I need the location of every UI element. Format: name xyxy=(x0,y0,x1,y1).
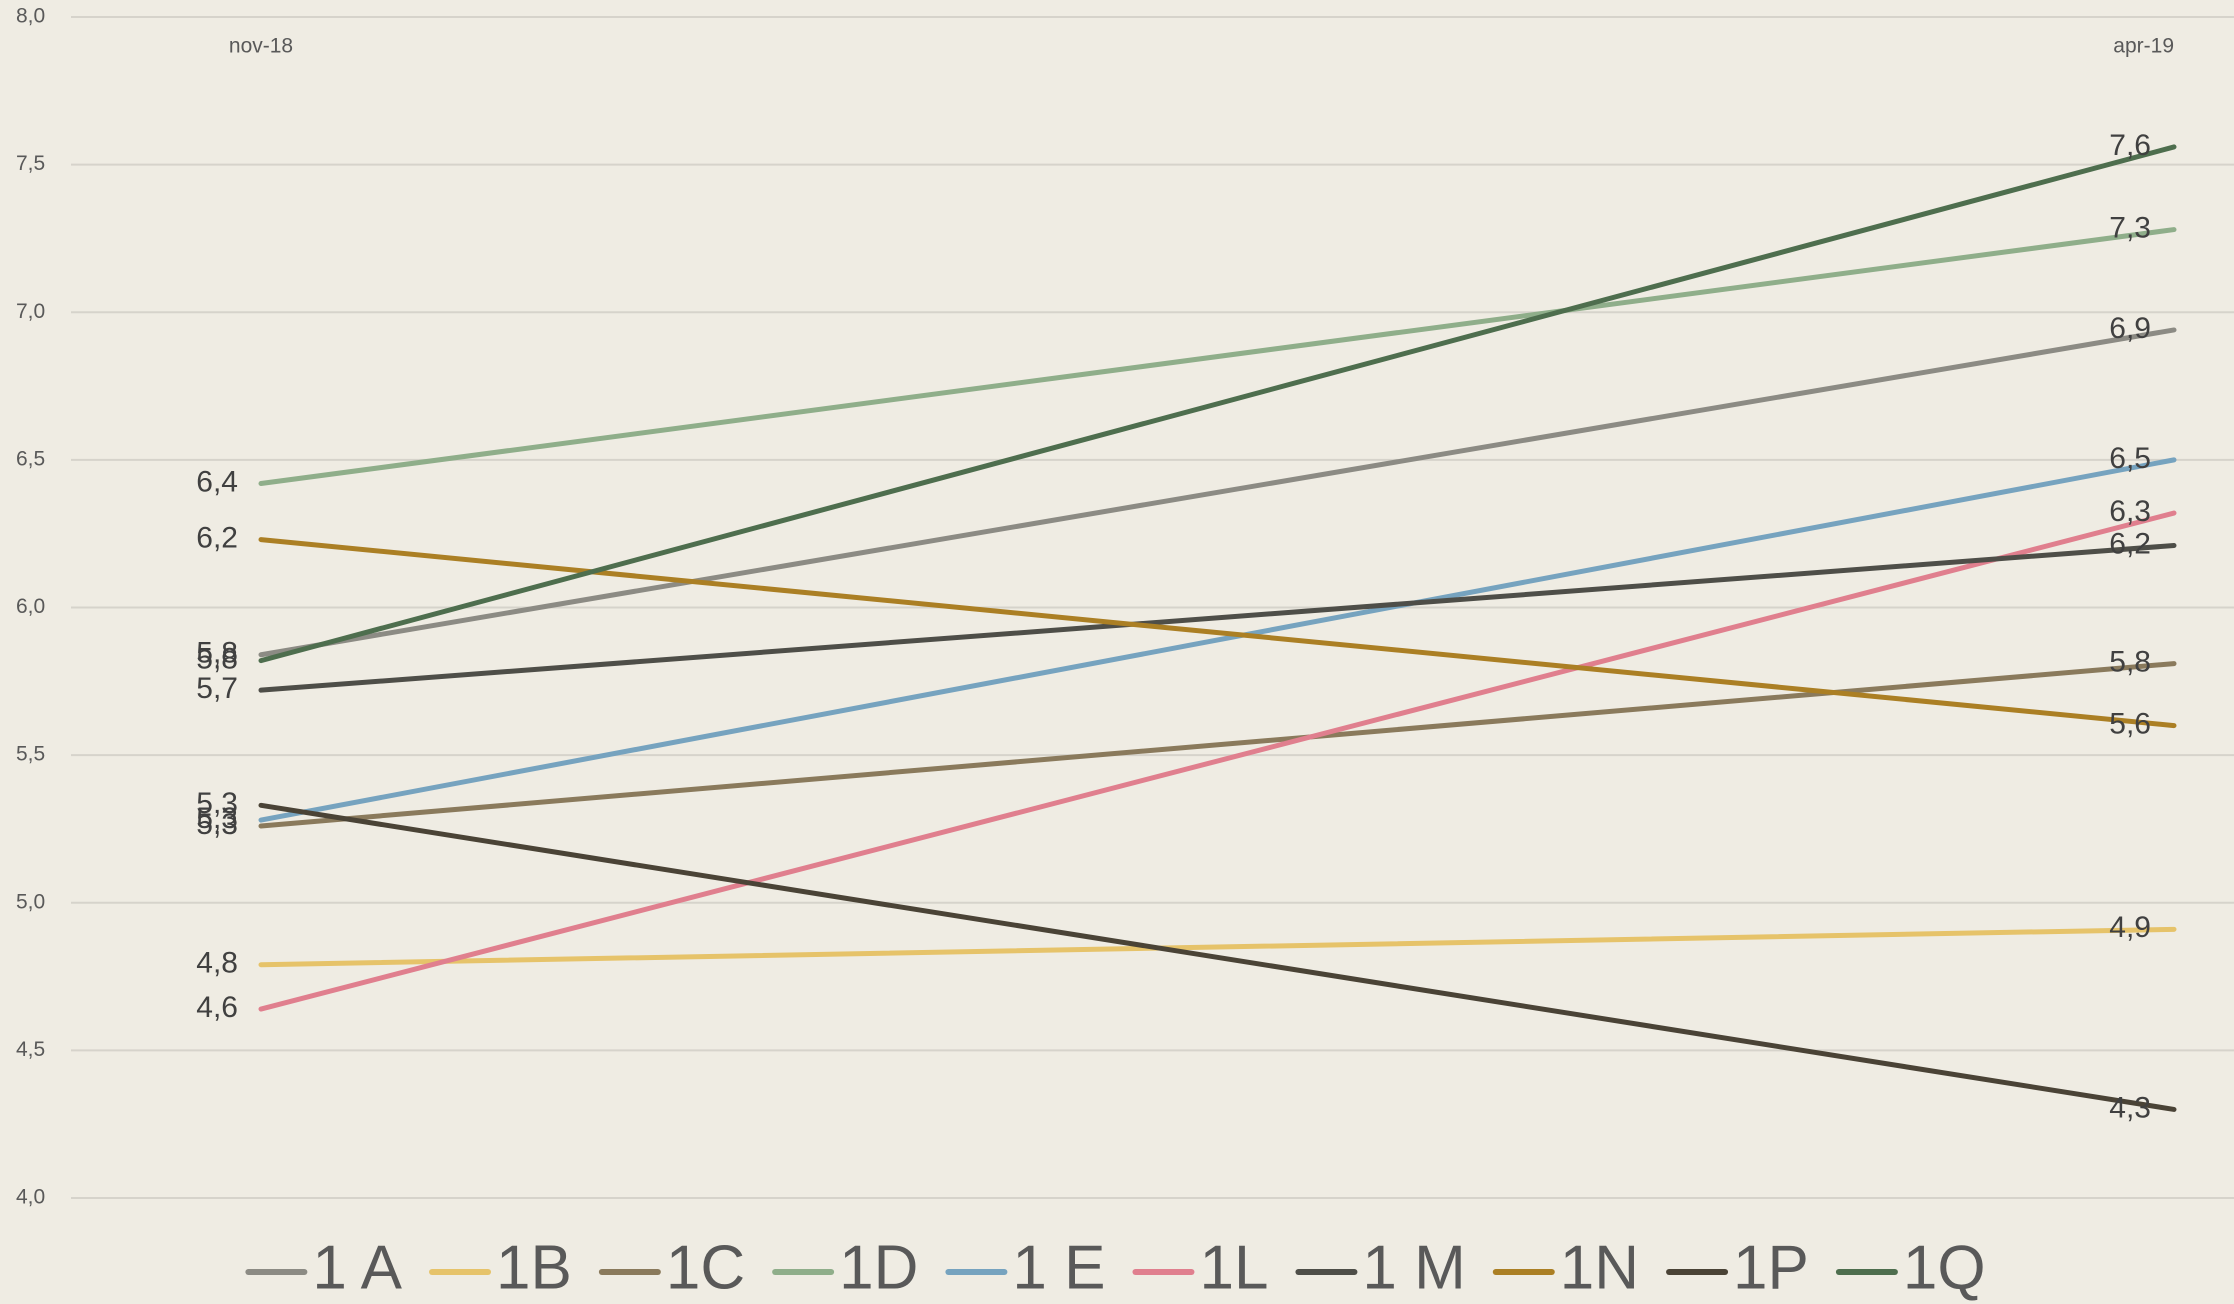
data-label: 7,3 xyxy=(2109,212,2151,245)
y-tick-label: 7,5 xyxy=(16,152,45,175)
x-tick-label: nov-18 xyxy=(229,35,293,58)
series-line xyxy=(258,457,2177,823)
series-line xyxy=(258,542,2177,693)
data-label: 6,2 xyxy=(196,522,238,555)
data-label: 4,8 xyxy=(196,947,238,980)
data-label: 6,5 xyxy=(2109,442,2151,475)
data-label: 4,6 xyxy=(196,991,238,1024)
legend-label: 1 A xyxy=(312,1233,402,1302)
data-label: 5,7 xyxy=(196,672,238,705)
series-line xyxy=(258,144,2177,664)
y-tick-label: 5,0 xyxy=(16,890,45,913)
data-label: 5,8 xyxy=(196,637,238,670)
data-label: 4,3 xyxy=(2109,1091,2151,1124)
y-tick-label: 7,0 xyxy=(16,300,45,323)
data-label: 5,8 xyxy=(196,643,238,676)
data-label: 5,3 xyxy=(196,808,238,841)
y-tick-label: 8,0 xyxy=(16,5,45,28)
legend-label: 1 M xyxy=(1362,1233,1465,1302)
y-tick-label: 6,0 xyxy=(16,595,45,618)
data-label: 5,3 xyxy=(196,802,238,835)
data-label: 5,6 xyxy=(2109,708,2151,741)
data-label: 6,4 xyxy=(196,465,238,498)
series-line xyxy=(258,661,2177,829)
data-label: 6,3 xyxy=(2109,495,2151,528)
y-tick-label: 6,5 xyxy=(16,447,45,470)
legend-label: 1B xyxy=(496,1233,572,1302)
data-label: 6,9 xyxy=(2109,312,2151,345)
legend: 1 A 1B 1C 1D 1 E 1L 1 M 1N 1P 1Q xyxy=(245,1233,1986,1302)
series-line xyxy=(258,802,2177,1112)
legend-label: 1P xyxy=(1733,1233,1809,1302)
legend-label: 1N xyxy=(1560,1233,1639,1302)
data-label: 5,3 xyxy=(196,787,238,820)
series-line xyxy=(258,227,2177,486)
y-tick-label: 4,5 xyxy=(16,1038,45,1061)
series-line xyxy=(258,537,2177,729)
series-line xyxy=(258,327,2177,658)
legend-label: 1L xyxy=(1199,1233,1268,1302)
legend-label: 1C xyxy=(666,1233,745,1302)
y-tick-label: 5,5 xyxy=(16,743,45,766)
legend-label: 1 E xyxy=(1012,1233,1105,1302)
series-line xyxy=(258,510,2177,1012)
x-tick-label: apr-19 xyxy=(2113,35,2174,58)
data-label: 4,9 xyxy=(2109,911,2151,944)
legend-label: 1D xyxy=(839,1233,918,1302)
series-line xyxy=(258,926,2177,968)
data-label: 5,8 xyxy=(2109,646,2151,679)
y-tick-label: 4,0 xyxy=(16,1186,45,1209)
data-label: 6,2 xyxy=(2109,527,2151,560)
data-label: 7,6 xyxy=(2109,129,2151,162)
legend-label: 1Q xyxy=(1903,1233,1986,1302)
